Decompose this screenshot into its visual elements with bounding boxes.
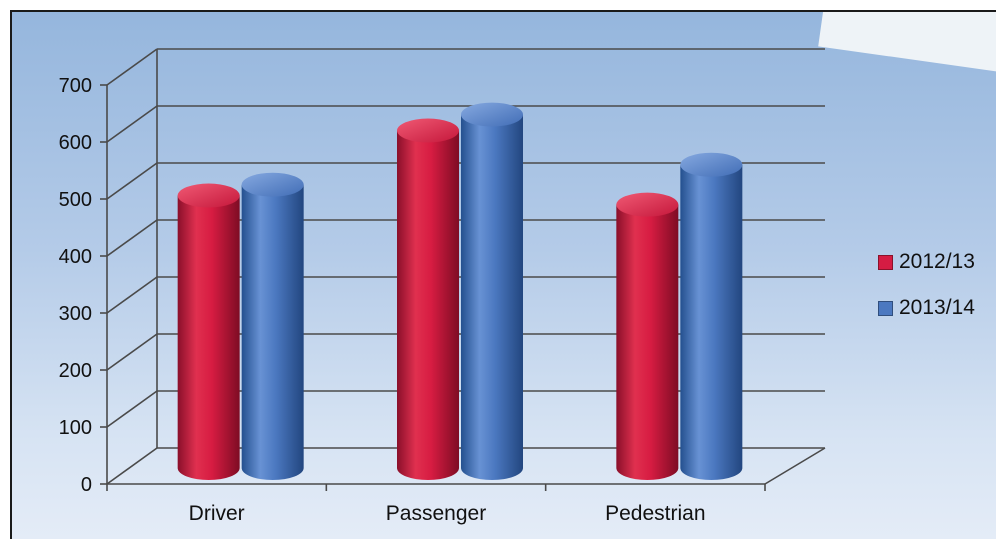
y-tick-label: 700 [59,75,92,97]
category-label: Driver [189,502,245,525]
bar-top [241,172,304,197]
gridline-diagonal [106,162,158,200]
gridline-diagonal [106,333,158,371]
gridline-diagonal [106,390,158,428]
bar-pedestrian-0 [616,192,679,480]
bar-body [397,130,459,480]
bar-top [177,183,240,208]
chart-panel: 0 100 200 300 400 500 600 700 Driver Passenger Ped… [10,10,996,539]
bar-pedestrian-1 [680,152,743,480]
bar-body [616,204,679,480]
legend-label: 2012/13 [899,250,975,273]
legend-swatch [878,254,893,270]
bar-top [680,152,743,177]
bar-layer [177,102,743,481]
bar-body [461,114,523,480]
bar-chart: 0 100 200 300 400 500 600 700 Driver Passenger Ped… [59,48,826,525]
legend-label: 2013/14 [899,296,975,319]
bar-passenger-0 [397,118,459,480]
y-tick-label: 600 [59,132,92,154]
bar-top [616,192,679,217]
y-tick-label: 400 [59,246,92,268]
bar-body [241,184,304,480]
bar-body [177,195,240,481]
y-tick-label: 500 [59,189,92,211]
bar-driver-0 [177,183,240,481]
y-tick-label: 300 [59,303,92,325]
bar-top [461,102,523,127]
bar-passenger-1 [461,102,523,480]
legend-swatch [878,300,893,316]
label-layer: 0 100 200 300 400 500 600 700 Driver Passenger Ped… [59,75,706,525]
legend-item: 2013/14 [878,294,975,322]
legend-item: 2012/13 [878,248,975,276]
gridline-diagonal [106,447,158,485]
gridline-diagonal [106,276,158,314]
y-tick-label: 100 [59,417,92,439]
bar-body [680,164,743,480]
bar-top [397,118,459,143]
bar-driver-1 [241,172,304,480]
legend: 2012/13 2013/14 [878,248,975,340]
axis-layer [100,49,826,491]
gridline-diagonal [106,48,158,86]
floor-edge [764,447,826,485]
gridline-diagonal [106,219,158,257]
category-label: Pedestrian [605,502,705,525]
gridline-diagonal [106,105,158,143]
y-tick-label: 0 [81,474,92,496]
y-tick-label: 200 [59,360,92,382]
category-label: Passenger [386,502,486,525]
